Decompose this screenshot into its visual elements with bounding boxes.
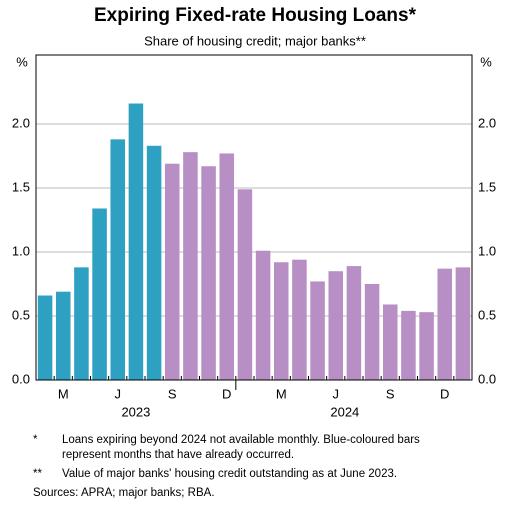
bar [183,152,198,380]
bar [292,259,307,380]
bar [128,103,144,381]
note-text: Value of major banks' housing credit out… [62,468,397,480]
bar [455,267,471,380]
bar [346,266,362,380]
y2-tick-label: 2.0 [478,115,496,130]
x-tick-label: S [386,386,395,401]
x-tick-label: M [276,386,287,401]
bar [219,153,235,380]
y2-tick-label: 0.0 [478,371,496,386]
bar [382,304,398,380]
bar [110,139,126,380]
x-tick-label: J [333,386,340,401]
note-text: Loans expiring beyond 2024 not available… [62,434,420,446]
y2-tick-label: 0.5 [478,307,496,322]
bar [237,189,253,380]
y2-axis-label: % [480,54,492,69]
bar [401,310,416,380]
note-mark: ** [33,468,42,480]
note-mark: * [33,434,38,446]
bar [310,281,325,380]
bar [92,208,107,380]
x-tick-label: D [440,386,449,401]
plot-frame [35,54,473,381]
y-tick-label: 1.5 [12,179,30,194]
bar [55,291,71,380]
bar [328,271,344,380]
y-tick-label: 0.5 [12,307,30,322]
year-label: 2023 [121,404,150,419]
bar [364,284,380,380]
y2-tick-label: 1.5 [478,179,496,194]
chart-subtitle: Share of housing credit; major banks** [144,33,366,48]
bar [201,166,216,380]
year-label: 2024 [330,404,359,419]
bar [437,268,453,380]
source: Sources: APRA; major banks; RBA. [33,487,215,499]
x-tick-label: M [58,386,69,401]
bar [146,145,162,380]
x-tick-label: J [115,386,122,401]
x-tick-label: D [222,386,231,401]
bar [164,163,180,380]
y-axis-label: % [16,54,28,69]
y2-tick-label: 1.0 [478,243,496,258]
x-tick-label: S [168,386,177,401]
bar [419,312,434,380]
note-text: represent months that have already occur… [62,449,294,461]
y-tick-label: 2.0 [12,115,30,130]
bar [255,250,271,380]
bar [273,262,289,380]
bar [74,267,89,380]
bar [37,295,53,380]
y-tick-label: 1.0 [12,243,30,258]
y-tick-label: 0.0 [12,371,30,386]
chart-title: Expiring Fixed-rate Housing Loans* [94,5,417,26]
